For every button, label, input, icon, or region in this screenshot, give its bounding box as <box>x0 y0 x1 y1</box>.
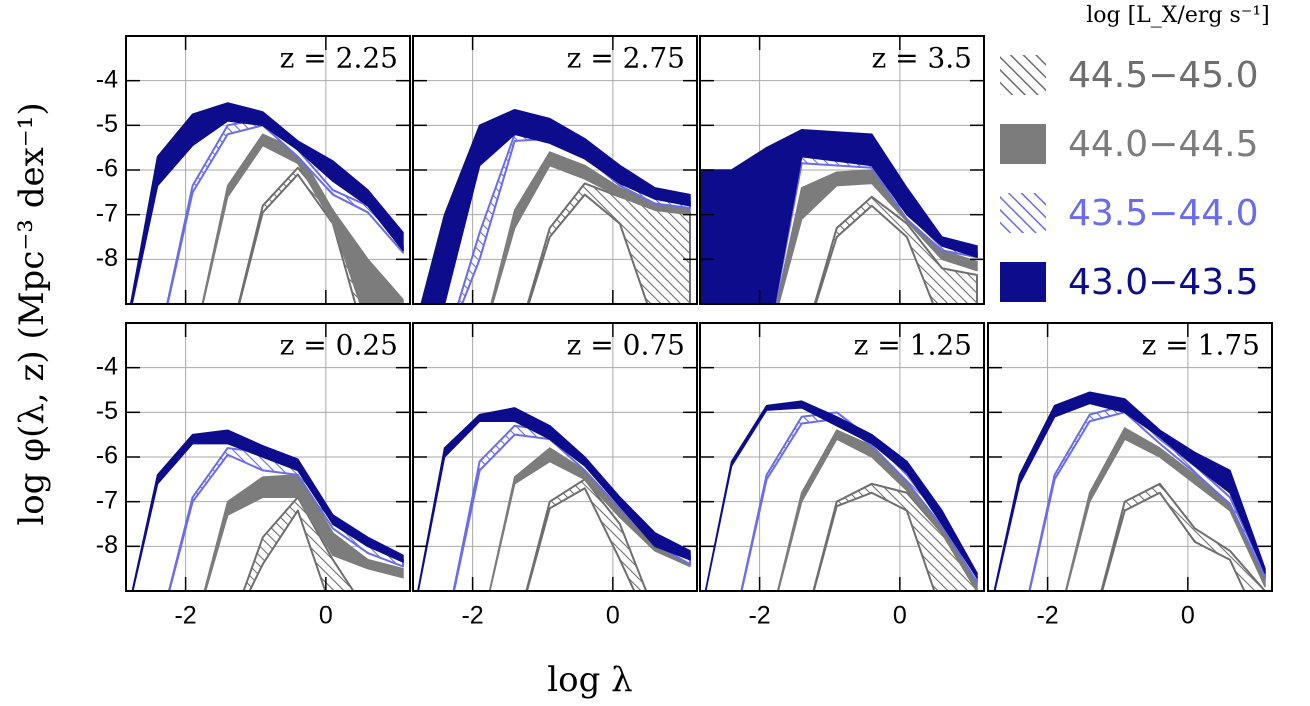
legend-swatch <box>1000 193 1046 233</box>
band <box>526 182 691 304</box>
band <box>242 496 355 591</box>
x-axis-label: log λ <box>547 660 632 700</box>
bands <box>704 400 978 591</box>
band <box>700 129 978 304</box>
panel-label: z = 2.75 <box>567 42 685 75</box>
x-tick-label: -2 <box>461 602 483 630</box>
band <box>776 429 978 591</box>
x-tick-label: 0 <box>319 602 333 630</box>
panel-label: z = 0.25 <box>280 329 398 362</box>
panel-label: z = 3.5 <box>871 42 972 75</box>
band <box>525 478 648 591</box>
legend-title: log [L_X/erg s⁻¹] <box>1086 3 1270 28</box>
panel: -2 0 z = 1.25 <box>699 322 985 630</box>
band <box>167 447 404 591</box>
bands <box>417 407 691 591</box>
band <box>740 411 978 591</box>
band <box>704 400 978 591</box>
legend-label: 43.0−43.5 <box>1068 262 1258 303</box>
x-tick-label: -2 <box>748 602 770 630</box>
band <box>131 429 404 591</box>
y-tick-label: -7 <box>96 199 118 227</box>
band <box>201 133 404 304</box>
x-tick-label: -2 <box>174 602 196 630</box>
panel-label: z = 0.75 <box>567 329 685 362</box>
bands <box>700 129 978 304</box>
band <box>1100 482 1266 591</box>
panel: -8 -7 -6 -5 -4 z = 2.25 <box>96 35 411 305</box>
panel-label: z = 1.75 <box>1142 329 1260 362</box>
band <box>993 391 1266 591</box>
y-tick-label: -4 <box>96 65 118 93</box>
legend-swatch <box>1000 55 1046 95</box>
panel-label: z = 1.25 <box>854 329 972 362</box>
y-tick-label: -4 <box>96 352 118 380</box>
y-tick-label: -6 <box>96 155 118 183</box>
y-tick-label: -5 <box>96 397 118 425</box>
band <box>203 474 404 591</box>
band <box>1028 404 1266 591</box>
y-tick-label: -6 <box>96 442 118 470</box>
bands <box>131 429 404 591</box>
x-tick-label: 0 <box>606 602 620 630</box>
band <box>237 166 363 304</box>
panel: z = 2.75 <box>412 35 698 305</box>
legend-label: 44.5−45.0 <box>1068 55 1258 96</box>
bands <box>129 102 404 304</box>
y-tick-label: -7 <box>96 486 118 514</box>
band <box>420 108 691 304</box>
panel: z = 3.5 <box>699 35 985 305</box>
band <box>813 195 978 304</box>
bands <box>420 108 691 304</box>
legend-swatch <box>1000 262 1046 302</box>
band <box>812 482 978 591</box>
panel-label: z = 2.25 <box>280 42 398 75</box>
band <box>1064 427 1266 591</box>
band <box>417 407 691 591</box>
panel: -2 0 z = 0.75 <box>412 322 698 630</box>
band <box>490 151 691 304</box>
bands <box>993 391 1266 591</box>
legend-label: 44.0−44.5 <box>1068 124 1258 165</box>
y-axis-label: log φ(λ, z) (Mpc⁻³ dex⁻¹) <box>12 102 52 525</box>
band <box>129 102 404 304</box>
y-tick-label: -8 <box>96 531 118 559</box>
legend-label: 43.5−44.0 <box>1068 193 1258 234</box>
panel: -2 0 z = 1.75 <box>987 322 1273 630</box>
x-tick-label: 0 <box>1181 602 1195 630</box>
x-tick-label: -2 <box>1036 602 1058 630</box>
x-tick-label: 0 <box>893 602 907 630</box>
y-tick-label: -8 <box>96 244 118 272</box>
y-tick-label: -5 <box>96 110 118 138</box>
panel: -8 -7 -6 -5 -4 -2 0 z = 0.25 <box>96 322 411 630</box>
band <box>775 169 978 304</box>
legend-swatch <box>1000 124 1046 164</box>
